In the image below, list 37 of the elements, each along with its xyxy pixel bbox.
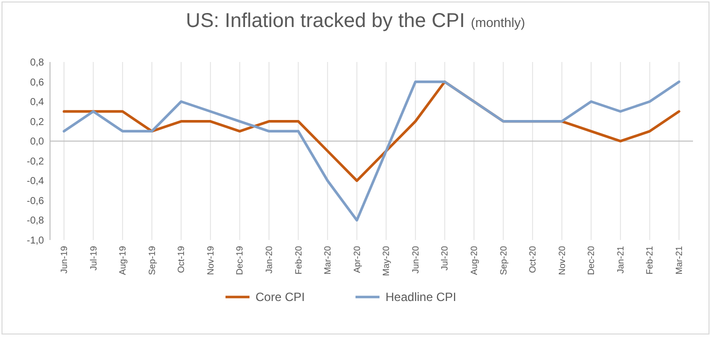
y-tick-label: -0,6 [26,196,44,207]
legend-label: Core CPI [256,290,305,304]
x-tick-label: Jan-20 [264,246,274,274]
x-tick-label: Dec-20 [586,246,596,276]
x-tick-label: Sep-19 [146,246,157,276]
x-tick-label: Nov-20 [556,246,567,276]
x-tick-label: Feb-20 [293,246,304,275]
y-tick-label: -1,0 [26,236,44,246]
y-tick-label: -0,8 [26,216,44,227]
x-tick-label: Jul-20 [440,246,450,271]
x-tick-label: Aug-20 [469,246,479,276]
x-tick-label: Apr-20 [352,246,362,274]
y-tick-label: 0,0 [30,136,44,148]
legend-label: Headline CPI [386,290,456,304]
y-tick-label: 0,2 [30,116,44,128]
x-tick-label: Dec-19 [234,246,245,276]
x-tick-label: May-20 [381,246,392,276]
line-series [62,80,680,222]
y-tick-label: 0,8 [30,58,44,68]
x-tick-label: Nov-19 [205,246,216,276]
y-tick-label: -0,4 [26,176,44,188]
chart-subtitle: (monthly) [470,15,526,30]
y-tick-label: 0,6 [30,77,44,88]
y-tick-label: 0,4 [30,97,44,108]
x-tick-label: Jun-20 [410,246,420,274]
x-tick-label: Jan-21 [615,246,626,274]
x-tick-label: Oct-19 [176,246,186,274]
x-tick-label: Mar-21 [674,246,684,275]
x-tick-label: Jul-19 [88,246,98,271]
x-tick-label: Mar-20 [322,246,333,275]
x-tick-label: Aug-19 [118,246,128,276]
x-tick-label: Jun-19 [59,246,69,274]
x-tick-label: Feb-21 [644,246,655,275]
x-tick-label: Oct-20 [528,246,538,274]
y-tick-label: -0,2 [26,156,44,168]
x-tick-label: Sep-20 [498,246,508,276]
chart-title: US: Inflation tracked by the CPI [186,10,465,32]
